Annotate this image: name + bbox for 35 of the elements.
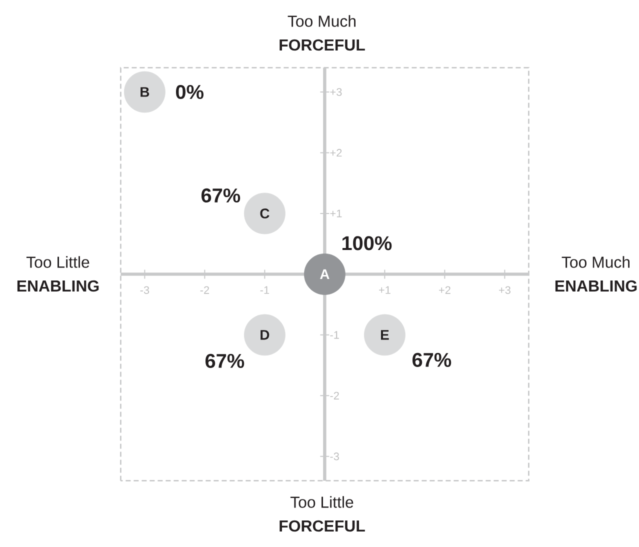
point [124, 71, 166, 113]
y-tick-label: +3 [330, 88, 342, 96]
x-tick-label: +3 [498, 286, 510, 294]
annotation: 0% [176, 84, 204, 100]
x-tick-label: -3 [140, 286, 150, 294]
text: ENABLING [17, 280, 99, 292]
annotation: A [320, 269, 330, 279]
text: ENABLING [555, 280, 637, 292]
x-tick-label: +1 [378, 286, 390, 294]
point [244, 192, 286, 234]
annotation: 100% [342, 236, 392, 250]
text: Too Little [26, 256, 90, 268]
text: FORCEFUL [280, 520, 365, 532]
y-tick-label: +1 [330, 210, 342, 218]
text: FORCEFUL [280, 39, 365, 51]
point [304, 254, 346, 295]
text: Too Much [288, 15, 356, 27]
x-tick-label: +2 [438, 286, 450, 294]
text: Too Little [290, 496, 354, 508]
x-tick-label: -2 [200, 286, 210, 294]
y-tick-label: -2 [330, 392, 339, 400]
y-tick-label: -1 [330, 331, 339, 339]
point [364, 314, 406, 356]
text: Too Much [562, 256, 630, 268]
annotation: D [260, 330, 270, 340]
annotation: 67% [201, 188, 240, 203]
annotation: 67% [205, 354, 244, 368]
annotation: 67% [412, 352, 452, 367]
y-tick-label: +2 [330, 148, 342, 157]
annotation: B [140, 87, 150, 97]
y-tick-label: -3 [330, 452, 339, 460]
annotation: E [380, 330, 389, 340]
x-tick-label: -1 [260, 286, 270, 294]
annotation: C [260, 208, 270, 218]
point [244, 314, 286, 356]
